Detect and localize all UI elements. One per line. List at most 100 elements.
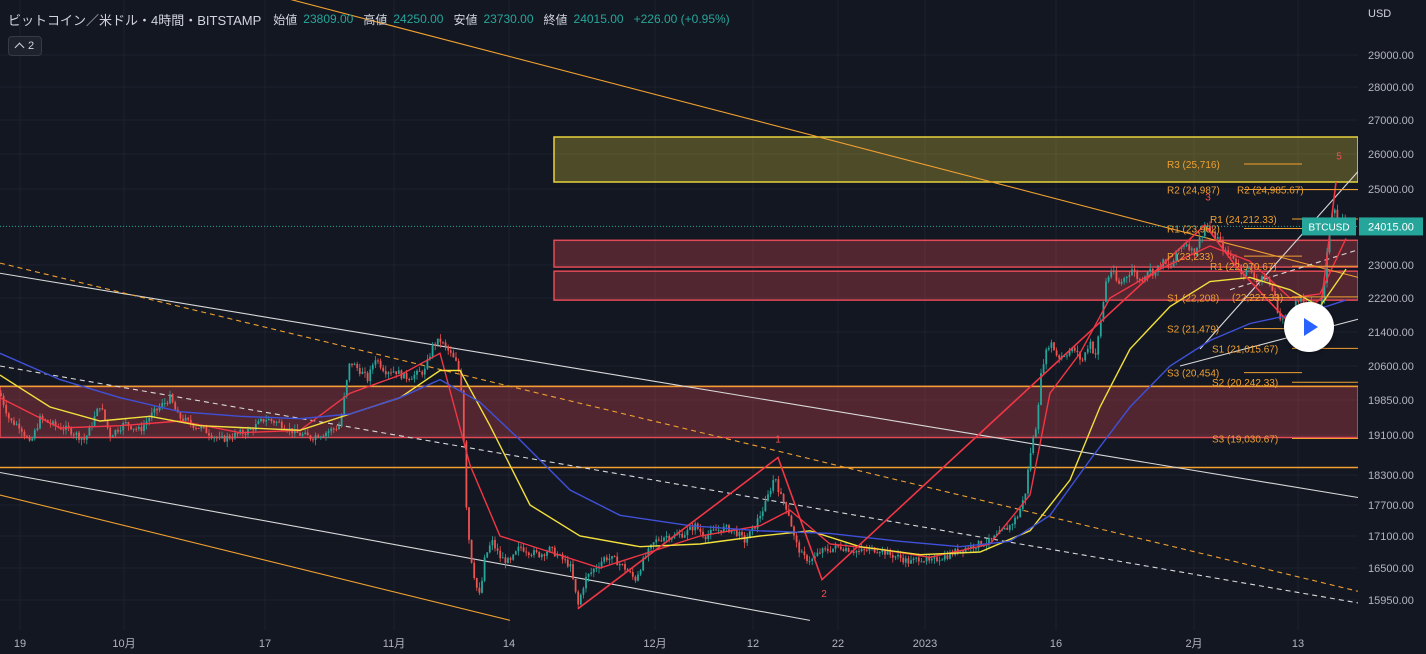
chevron-up-icon [14,42,25,53]
candle-body [1047,347,1050,350]
candle [1302,293,1305,303]
candle [915,556,918,563]
pivot-label: R2 (24,985.67) [1237,186,1304,197]
candle [1086,345,1089,355]
candle-body [759,516,762,519]
candle [1047,345,1050,352]
symbol-title[interactable]: ビットコイン／米ドル・4時間・BITSTAMP [8,12,262,28]
candle-body [907,558,910,564]
candle-body [1279,312,1282,320]
candle [98,408,101,412]
candle-body [941,559,944,561]
candle-body [1141,280,1144,282]
price-tick-label: 29000.00 [1368,50,1414,62]
candle-body [301,434,304,436]
candle-body [1123,278,1126,282]
candle [5,400,8,417]
horizontal-levels [0,385,1358,469]
candle-body [215,437,218,439]
candle [1232,255,1235,260]
candle-body [917,557,920,562]
candle-body [26,436,28,438]
candle-body [192,424,195,428]
candle [845,542,847,553]
candle [839,541,842,551]
candle [174,400,177,410]
candle-body [299,432,301,436]
candle-body [408,378,411,380]
candle-body [603,557,606,562]
candle [447,344,450,355]
candle-body [842,549,845,552]
candle-body [1209,225,1211,231]
candle [403,372,405,379]
candle-body [421,371,424,375]
candle-body [1107,277,1110,282]
time-tick-label: 2023 [913,638,937,650]
candle [343,392,346,417]
candle [605,554,608,563]
candle [478,582,481,596]
time-tick-label: 14 [503,638,515,650]
candle [847,547,850,553]
candle-body [439,338,442,343]
candle-body [538,551,541,558]
candle-body [1144,276,1146,281]
candle-body [39,415,41,429]
grid-lines [0,0,1358,630]
candle [512,554,515,561]
candle [1250,263,1253,274]
candle-body [374,360,377,365]
pivot-label: P (23,233) [1167,252,1214,263]
time-axis[interactable]: 19 10月 17 11月 14 12月 12 22 2023 16 2月 13 [0,630,1358,654]
candle [195,425,197,431]
candle-body [876,552,879,554]
candle [902,553,905,565]
candle-body [1274,290,1276,296]
candle [1016,515,1019,520]
candle [821,547,824,558]
candle [712,525,715,532]
moving-average-ma-medium [0,268,1347,556]
candle [691,521,694,536]
candle-body [28,437,31,441]
candle-body [140,426,143,432]
candle [462,389,465,443]
candle [171,393,174,404]
candle-body [1237,263,1240,266]
candle-body [1089,341,1092,349]
candle [1170,261,1172,270]
candle-body [444,342,447,347]
candle-body [808,560,811,562]
candle [348,363,351,383]
candle-body [83,438,86,440]
candle-body [249,429,252,431]
candle [166,400,169,407]
candle [572,559,574,581]
candle-body [1232,255,1235,259]
candle [504,553,507,569]
replay-play-button[interactable] [1284,302,1334,352]
trend-line [0,365,1359,604]
candle-body [858,550,860,552]
candle [1024,493,1027,505]
currency-label[interactable]: USD [1368,8,1392,20]
candle-body [527,552,530,555]
candle-body [793,526,795,536]
candle-body [1219,236,1222,241]
candle-body [912,558,915,561]
candle-body [1281,318,1284,320]
candle-body [447,346,450,351]
candle-body [1326,252,1328,283]
indicator-collapse-button[interactable]: 2 [8,36,42,56]
candle-body [1011,524,1014,526]
candle-body [244,433,247,435]
candle-body [1112,270,1115,272]
candle-body [171,394,174,403]
candle [912,556,915,564]
candle-body [579,594,582,605]
candle-body [717,530,720,532]
candle-body [1071,347,1074,352]
